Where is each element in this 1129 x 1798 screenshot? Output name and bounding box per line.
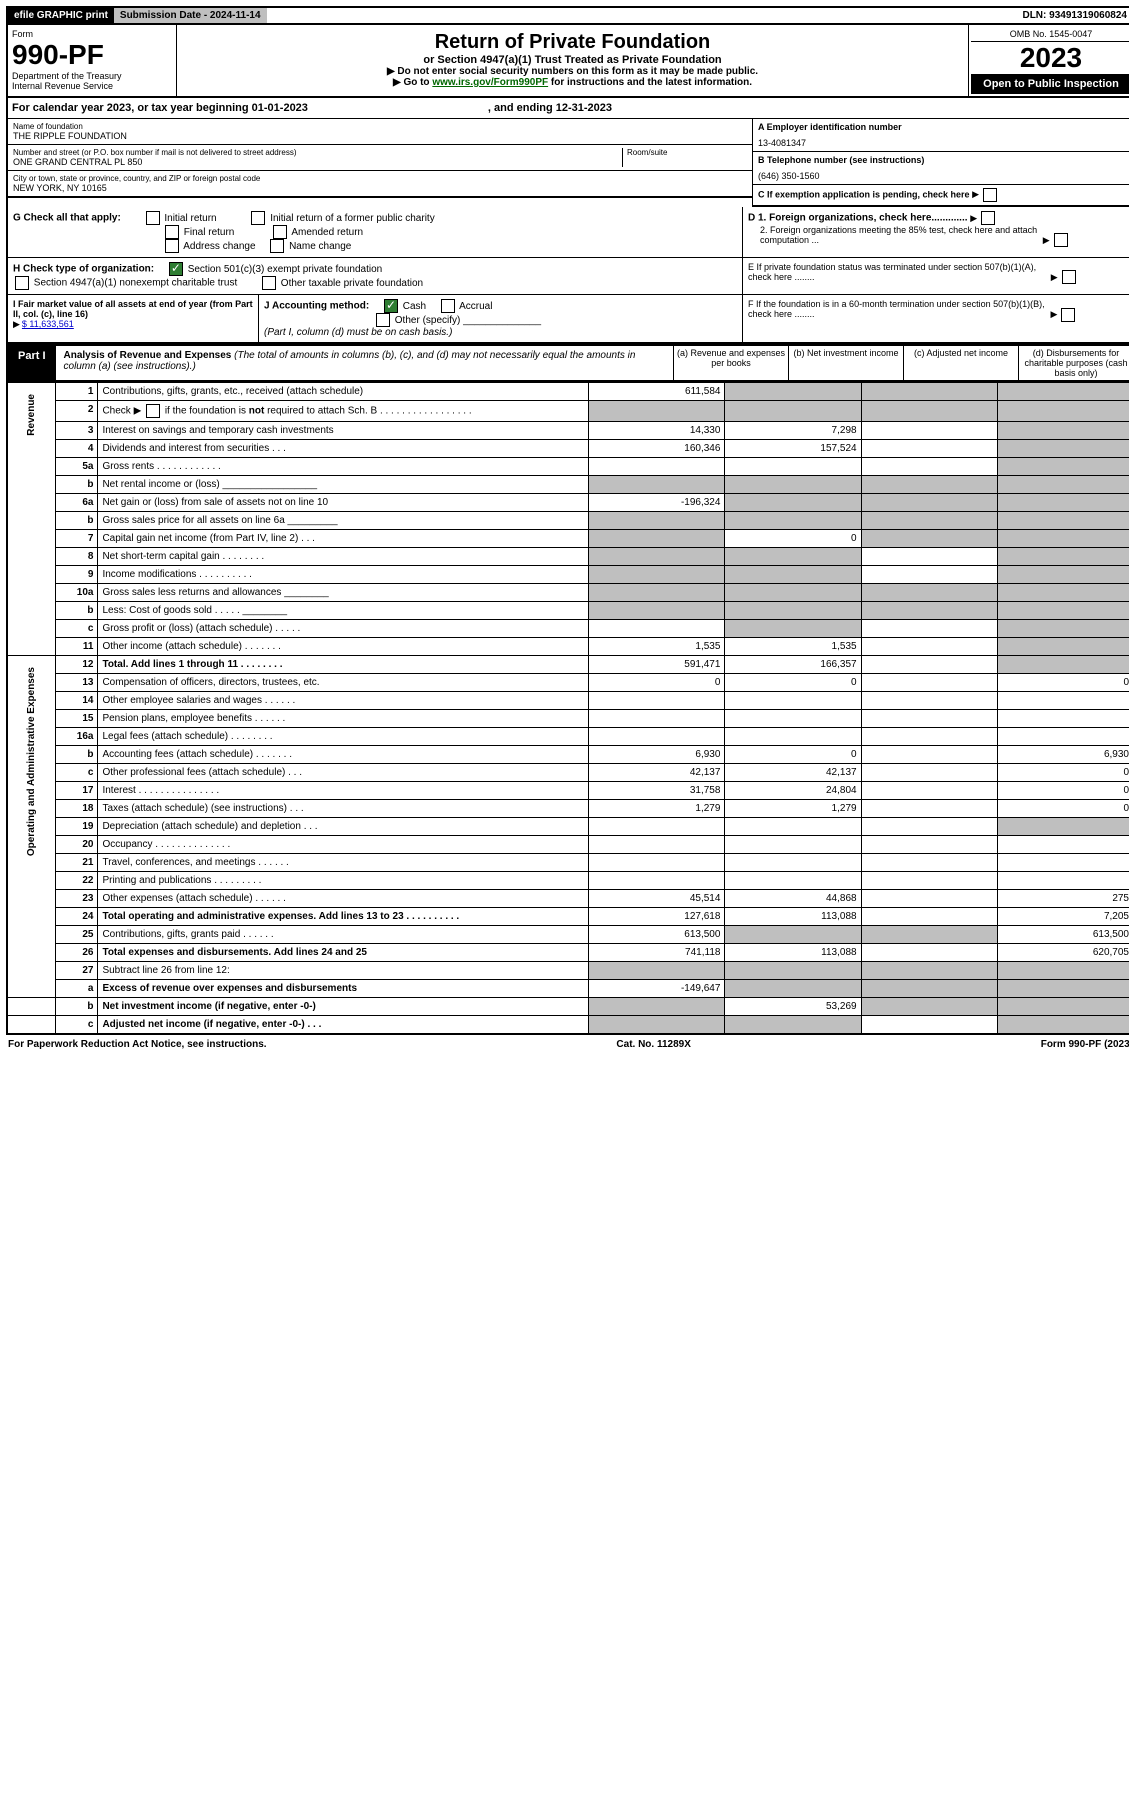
form-header: Form 990-PF Department of the Treasury I…: [6, 25, 1129, 98]
c-checkbox[interactable]: [983, 188, 997, 202]
section-i-j-f: I Fair market value of all assets at end…: [6, 295, 1129, 344]
submission-date: Submission Date - 2024-11-14: [114, 8, 267, 23]
h-501c3-checkbox[interactable]: [169, 262, 183, 276]
section-h-e: H Check type of organization: Section 50…: [6, 258, 1129, 295]
e-checkbox[interactable]: [1062, 270, 1076, 284]
j-accrual-checkbox[interactable]: [441, 299, 455, 313]
j-note: (Part I, column (d) must be on cash basi…: [264, 327, 452, 338]
foundation-name-label: Name of foundation: [13, 122, 747, 131]
efile-label: efile GRAPHIC print: [8, 8, 114, 23]
part1-header: Part I Analysis of Revenue and Expenses …: [6, 344, 1129, 382]
footer-left: For Paperwork Reduction Act Notice, see …: [8, 1039, 267, 1050]
j-other-checkbox[interactable]: [376, 313, 390, 327]
footer-right: Form 990-PF (2023): [1041, 1039, 1129, 1050]
room-label: Room/suite: [627, 148, 747, 157]
info-block: Name of foundation THE RIPPLE FOUNDATION…: [6, 119, 1129, 207]
g-initial-checkbox[interactable]: [146, 211, 160, 225]
omb-number: OMB No. 1545-0047: [971, 27, 1129, 42]
g-final-checkbox[interactable]: [165, 225, 179, 239]
form-link[interactable]: www.irs.gov/Form990PF: [432, 77, 548, 88]
d2-checkbox[interactable]: [1054, 233, 1068, 247]
foundation-name: THE RIPPLE FOUNDATION: [13, 131, 747, 141]
form-label: Form: [12, 29, 172, 39]
h-label: H Check type of organization:: [13, 264, 154, 275]
page-title: Return of Private Foundation: [183, 31, 962, 54]
g-name-checkbox[interactable]: [270, 239, 284, 253]
g-amended-checkbox[interactable]: [273, 225, 287, 239]
j-cash-checkbox[interactable]: [384, 299, 398, 313]
footer-mid: Cat. No. 11289X: [616, 1039, 690, 1050]
revenue-side-label: Revenue: [26, 386, 37, 444]
c-label: C If exemption application is pending, c…: [758, 189, 970, 199]
irs-label: Internal Revenue Service: [12, 81, 172, 91]
arrow-icon: [972, 189, 981, 199]
col-d-header: (d) Disbursements for charitable purpose…: [1018, 346, 1129, 380]
e-label: E If private foundation status was termi…: [748, 262, 1048, 282]
j-label: J Accounting method:: [264, 301, 369, 312]
city-value: NEW YORK, NY 10165: [13, 183, 747, 193]
d1-label: D 1. Foreign organizations, check here..…: [748, 213, 968, 224]
f-label: F If the foundation is in a 60-month ter…: [748, 299, 1048, 319]
fmv-value: $ 11,633,561: [22, 319, 74, 329]
h-4947-checkbox[interactable]: [15, 276, 29, 290]
phone-label: B Telephone number (see instructions): [758, 155, 1128, 165]
schb-checkbox[interactable]: [146, 404, 160, 418]
address-value: ONE GRAND CENTRAL PL 850: [13, 157, 622, 167]
ein-value: 13-4081347: [758, 132, 1128, 148]
part1-title: Analysis of Revenue and Expenses: [64, 350, 232, 361]
ein-label: A Employer identification number: [758, 122, 1128, 132]
city-label: City or town, state or province, country…: [13, 174, 747, 183]
header-note-2: ▶ Go to www.irs.gov/Form990PF for instru…: [183, 77, 962, 88]
d2-label: 2. Foreign organizations meeting the 85%…: [748, 225, 1040, 245]
part1-table: Revenue 1Contributions, gifts, grants, e…: [6, 382, 1129, 1035]
dept-label: Department of the Treasury: [12, 71, 172, 81]
col-c-header: (c) Adjusted net income: [903, 346, 1018, 380]
phone-value: (646) 350-1560: [758, 165, 1128, 181]
top-bar: efile GRAPHIC print Submission Date - 20…: [6, 6, 1129, 25]
d1-checkbox[interactable]: [981, 211, 995, 225]
expenses-side-label: Operating and Administrative Expenses: [26, 659, 37, 864]
g-label: G Check all that apply:: [13, 213, 121, 224]
header-note-1: ▶ Do not enter social security numbers o…: [183, 66, 962, 77]
section-g-d: G Check all that apply: Initial return I…: [6, 207, 1129, 258]
g-initial-former-checkbox[interactable]: [251, 211, 265, 225]
page-footer: For Paperwork Reduction Act Notice, see …: [6, 1035, 1129, 1054]
col-a-header: (a) Revenue and expenses per books: [673, 346, 788, 380]
page-subtitle: or Section 4947(a)(1) Trust Treated as P…: [183, 54, 962, 66]
tax-year: 2023: [971, 42, 1129, 74]
h-other-checkbox[interactable]: [262, 276, 276, 290]
part1-tag: Part I: [8, 346, 56, 380]
i-label: I Fair market value of all assets at end…: [13, 299, 253, 319]
g-address-checkbox[interactable]: [165, 239, 179, 253]
address-label: Number and street (or P.O. box number if…: [13, 148, 622, 157]
calendar-year-row: For calendar year 2023, or tax year begi…: [6, 98, 1129, 119]
dln: DLN: 93491319060824: [267, 8, 1129, 23]
form-number: 990-PF: [12, 39, 172, 71]
open-inspection-badge: Open to Public Inspection: [971, 74, 1129, 94]
f-checkbox[interactable]: [1061, 308, 1075, 322]
col-b-header: (b) Net investment income: [788, 346, 903, 380]
